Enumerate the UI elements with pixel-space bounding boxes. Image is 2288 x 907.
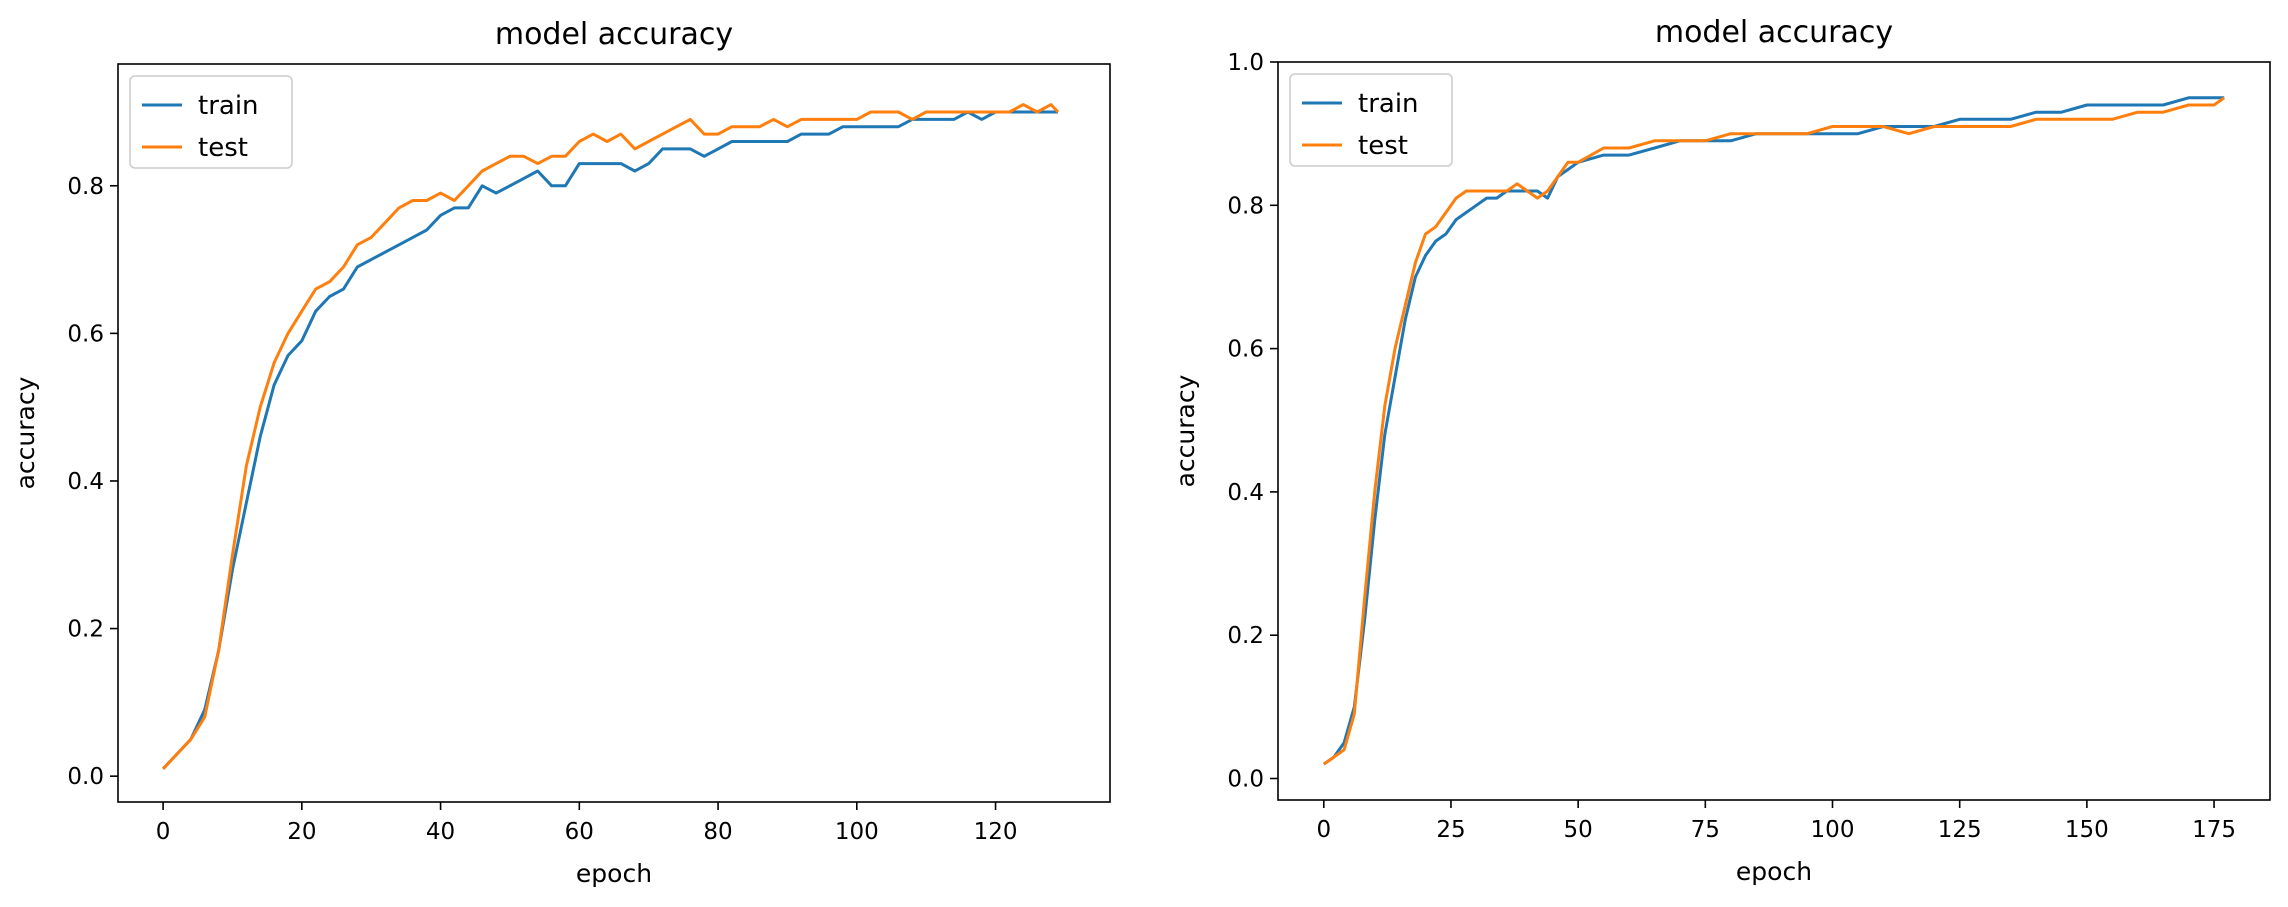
x-tick-label: 20 xyxy=(287,819,316,845)
legend-box xyxy=(1289,73,1453,167)
y-tick-label: 0.6 xyxy=(1227,337,1264,363)
legend-box xyxy=(129,75,293,169)
x-tick-label: 120 xyxy=(974,819,1018,845)
x-axis-label: epoch xyxy=(1736,857,1812,886)
y-tick-label: 0.8 xyxy=(1227,193,1264,219)
x-tick-label: 75 xyxy=(1691,817,1720,843)
y-axis-label: accuracy xyxy=(1171,374,1200,487)
x-tick-label: 100 xyxy=(1811,817,1855,843)
legend-label-test: test xyxy=(1358,131,1408,161)
series-line-train xyxy=(162,110,1058,770)
x-tick-label: 50 xyxy=(1564,817,1593,843)
series-line-test xyxy=(1322,96,2226,766)
y-tick-label: 1.0 xyxy=(1227,50,1264,76)
x-tick-label: 0 xyxy=(156,819,171,845)
y-tick-label: 0.2 xyxy=(67,617,104,643)
legend-label-test: test xyxy=(198,133,248,163)
chart-title: model accuracy xyxy=(495,17,733,52)
legend: train test xyxy=(1289,73,1453,167)
y-tick-label: 0.2 xyxy=(1227,623,1264,649)
y-tick-label: 0.8 xyxy=(67,174,104,200)
legend-label-train: train xyxy=(1358,89,1419,119)
series-line-train xyxy=(1322,96,2225,766)
plot-frame xyxy=(117,63,1111,803)
y-tick-label: 0.6 xyxy=(67,321,104,347)
y-tick-label: 0.0 xyxy=(67,764,104,790)
chart-title: model accuracy xyxy=(1655,15,1893,50)
x-tick-label: 25 xyxy=(1436,817,1465,843)
chart-left: model accuracy 0 20 40 60 80 100 120 0.0 0.2 0.4 0.… xyxy=(11,17,1111,888)
chart-right: model accuracy 0 25 50 75 100 125 150 175 0.0 0.2 0… xyxy=(1171,15,2271,886)
x-tick-label: 40 xyxy=(426,819,455,845)
y-tick-label: 0.0 xyxy=(1227,767,1264,793)
x-axis-label: epoch xyxy=(576,859,652,888)
y-axis-label: accuracy xyxy=(11,376,40,489)
x-tick-label: 80 xyxy=(703,819,732,845)
series-line-test xyxy=(162,103,1060,770)
x-tick-label: 150 xyxy=(2065,817,2109,843)
x-tick-label: 60 xyxy=(565,819,594,845)
y-tick-label: 0.4 xyxy=(1227,480,1264,506)
x-tick-label: 125 xyxy=(1938,817,1982,843)
x-tick-label: 0 xyxy=(1316,817,1331,843)
y-tick-label: 0.4 xyxy=(67,469,104,495)
legend: train test xyxy=(129,75,293,169)
x-tick-label: 100 xyxy=(835,819,879,845)
x-tick-label: 175 xyxy=(2192,817,2236,843)
legend-label-train: train xyxy=(198,91,259,121)
plot-frame xyxy=(1277,61,2271,801)
